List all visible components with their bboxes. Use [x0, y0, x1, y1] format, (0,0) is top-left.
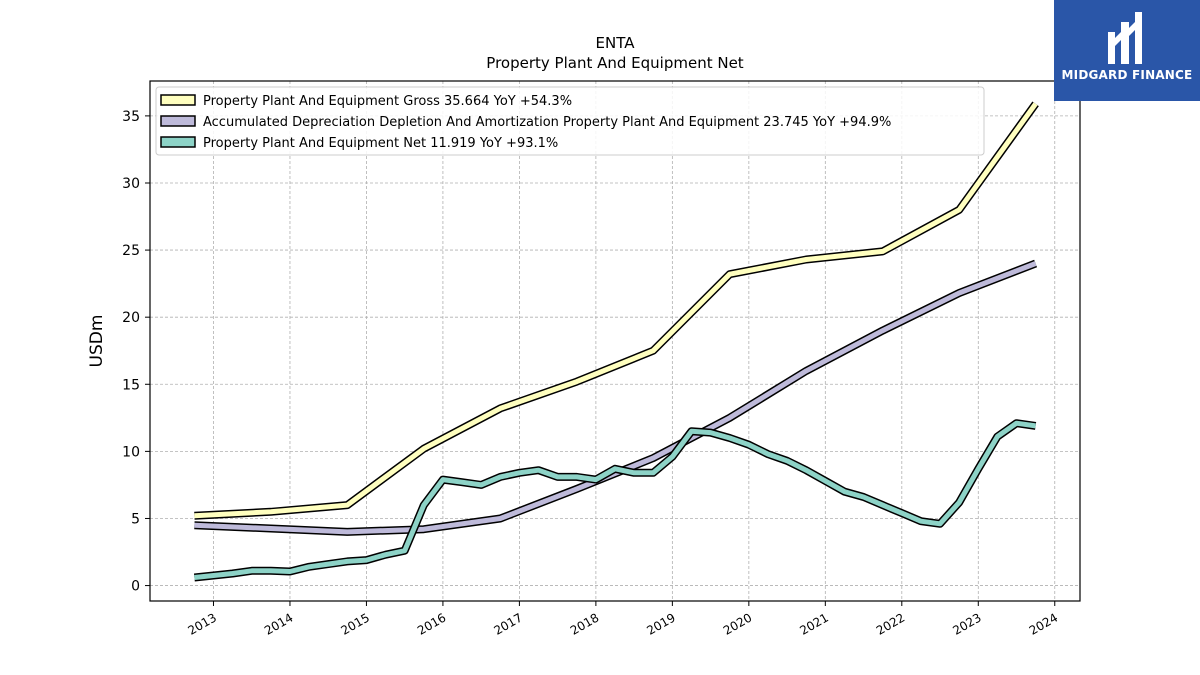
- series-line-3: [193, 419, 1037, 582]
- legend-box: [155, 86, 985, 156]
- y-tick-label: 5: [131, 511, 140, 527]
- midgard-logo-icon: [1108, 12, 1142, 64]
- legend-label: Accumulated Depreciation Depletion And A…: [203, 115, 891, 130]
- plot-frame: [149, 80, 1081, 602]
- legend: Property Plant And Equipment Gross 35.66…: [155, 86, 985, 156]
- chart-subtitle: Property Plant And Equipment Net: [486, 54, 743, 72]
- series-line-2: [194, 259, 1038, 536]
- series-line-1: [194, 101, 1039, 520]
- series-stroke: [194, 420, 1036, 580]
- legend-item: Property Plant And Equipment Gross 35.66…: [160, 94, 572, 109]
- series-stroke: [194, 261, 1037, 535]
- legend-label: Property Plant And Equipment Net 11.919 …: [203, 136, 558, 151]
- legend-swatch: [160, 94, 196, 106]
- brand-logo: MIDGARD FINANCE: [1054, 0, 1200, 101]
- y-tick-label: 15: [122, 377, 140, 393]
- y-tick-label: 25: [122, 243, 140, 259]
- legend-swatch: [160, 115, 196, 127]
- y-tick-label: 20: [122, 310, 140, 326]
- y-tick-label: 30: [122, 176, 140, 192]
- plot-lines: [193, 101, 1039, 582]
- legend-item: Property Plant And Equipment Net 11.919 …: [160, 136, 558, 151]
- y-tick-label: 10: [122, 444, 140, 460]
- y-axis-label: USDm: [87, 315, 107, 368]
- chart-title: ENTA: [596, 34, 636, 52]
- brand-name: MIDGARD FINANCE: [1061, 68, 1193, 82]
- legend-swatch: [160, 136, 196, 148]
- y-tick-label: 0: [131, 579, 140, 595]
- y-tick-label: 35: [122, 109, 140, 125]
- legend-item: Accumulated Depreciation Depletion And A…: [160, 115, 891, 130]
- series-stroke: [194, 102, 1038, 519]
- legend-label: Property Plant And Equipment Gross 35.66…: [203, 94, 572, 109]
